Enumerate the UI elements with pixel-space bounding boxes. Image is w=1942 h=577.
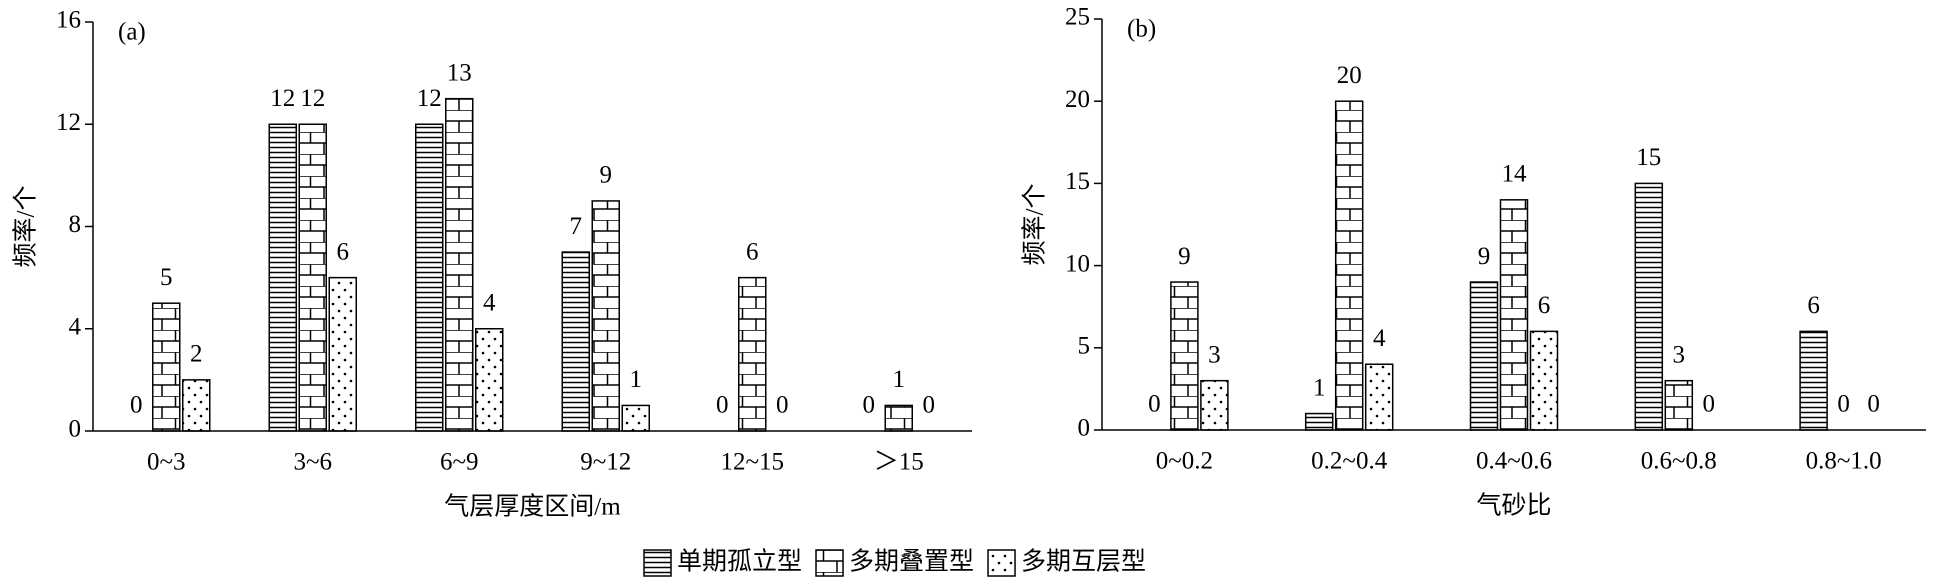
x-tick-label: 0~3	[147, 449, 186, 476]
legend-swatch	[987, 549, 1016, 577]
data-label: 6	[1807, 292, 1820, 319]
x-tick-label: 9~12	[580, 449, 631, 476]
x-tick-label: ＞15	[874, 449, 924, 476]
x-axis-title: 气砂比	[1476, 492, 1551, 520]
bar	[152, 302, 181, 432]
bar	[298, 123, 327, 432]
bar	[621, 404, 650, 432]
legend-swatch	[643, 549, 672, 577]
y-tick-label: 5	[1078, 333, 1091, 360]
data-label: 0	[716, 392, 729, 419]
data-label: 0	[1703, 391, 1716, 418]
y-tick-label: 4	[69, 313, 82, 340]
y-tick-label: 20	[1065, 86, 1090, 113]
bar	[445, 97, 474, 432]
bar	[328, 276, 357, 432]
data-label: 0	[776, 392, 789, 419]
bar	[268, 123, 297, 432]
legend-label: 单期孤立型	[677, 548, 802, 576]
x-tick-label: 0.4~0.6	[1476, 448, 1552, 475]
y-tick-label: 8	[69, 211, 82, 238]
y-tick-label: 0	[1078, 415, 1091, 442]
data-label: 1	[630, 366, 643, 393]
y-tick-label: 12	[56, 109, 81, 136]
data-label: 0	[923, 392, 936, 419]
y-tick-label: 25	[1065, 4, 1090, 31]
bar	[475, 328, 504, 432]
bar	[1334, 100, 1364, 431]
panel-label: (a)	[118, 19, 146, 46]
x-axis-title: 气层厚度区间/m	[444, 493, 621, 521]
x-tick-label: 0.6~0.8	[1641, 448, 1717, 475]
bar	[738, 276, 767, 432]
y-axis-title: 频率/个	[1021, 184, 1049, 266]
data-label: 12	[300, 85, 325, 112]
data-label: 4	[483, 289, 496, 316]
bar	[182, 379, 211, 432]
x-tick-label: 6~9	[440, 449, 479, 476]
data-label: 2	[190, 341, 203, 368]
data-label: 1	[1313, 374, 1326, 401]
y-tick-label: 10	[1065, 250, 1090, 277]
bar	[591, 200, 620, 432]
bar	[561, 251, 590, 432]
data-label: 1	[893, 366, 906, 393]
data-label: 3	[1208, 341, 1221, 368]
bar	[1469, 281, 1499, 431]
bar	[1499, 199, 1529, 431]
data-label: 9	[1178, 243, 1191, 270]
y-tick-label: 0	[69, 416, 82, 443]
data-label: 0	[1837, 391, 1850, 418]
data-label: 14	[1502, 161, 1528, 188]
bar	[1304, 412, 1334, 431]
data-label: 13	[447, 59, 472, 86]
x-tick-label: 0~0.2	[1156, 448, 1213, 475]
data-label: 4	[1373, 325, 1386, 352]
data-label: 6	[746, 238, 759, 265]
data-label: 0	[1148, 391, 1161, 418]
data-label: 9	[1478, 243, 1491, 270]
y-axis-title: 频率/个	[12, 186, 40, 268]
data-label: 15	[1636, 144, 1661, 171]
bar	[1529, 330, 1559, 431]
data-label: 12	[417, 85, 442, 112]
data-label: 0	[863, 392, 876, 419]
y-tick-label: 15	[1065, 168, 1090, 195]
y-tick-label: 16	[56, 7, 81, 34]
x-tick-label: 3~6	[293, 449, 332, 476]
data-label: 12	[270, 85, 295, 112]
data-label: 7	[570, 213, 583, 240]
panel-label: (b)	[1127, 16, 1156, 43]
bar	[1799, 330, 1828, 431]
x-tick-label: 0.2~0.4	[1311, 448, 1388, 475]
data-label: 6	[337, 238, 350, 265]
bar	[1200, 379, 1229, 431]
data-label: 6	[1538, 292, 1551, 319]
data-label: 0	[1867, 391, 1880, 418]
legend-label: 多期互层型	[1021, 548, 1146, 576]
data-label: 0	[130, 392, 143, 419]
bar	[1634, 182, 1664, 431]
legend-swatch	[815, 549, 844, 577]
x-tick-label: 0.8~1.0	[1806, 448, 1882, 475]
bar	[1170, 281, 1199, 431]
x-tick-label: 12~15	[720, 449, 784, 476]
data-label: 5	[160, 264, 173, 291]
data-label: 20	[1337, 62, 1362, 89]
bar	[1664, 379, 1694, 431]
bar	[884, 404, 913, 432]
data-label: 9	[600, 162, 613, 189]
legend-label: 多期叠置型	[849, 548, 974, 576]
bar	[1364, 363, 1394, 431]
bar	[415, 123, 444, 432]
data-label: 3	[1673, 341, 1686, 368]
